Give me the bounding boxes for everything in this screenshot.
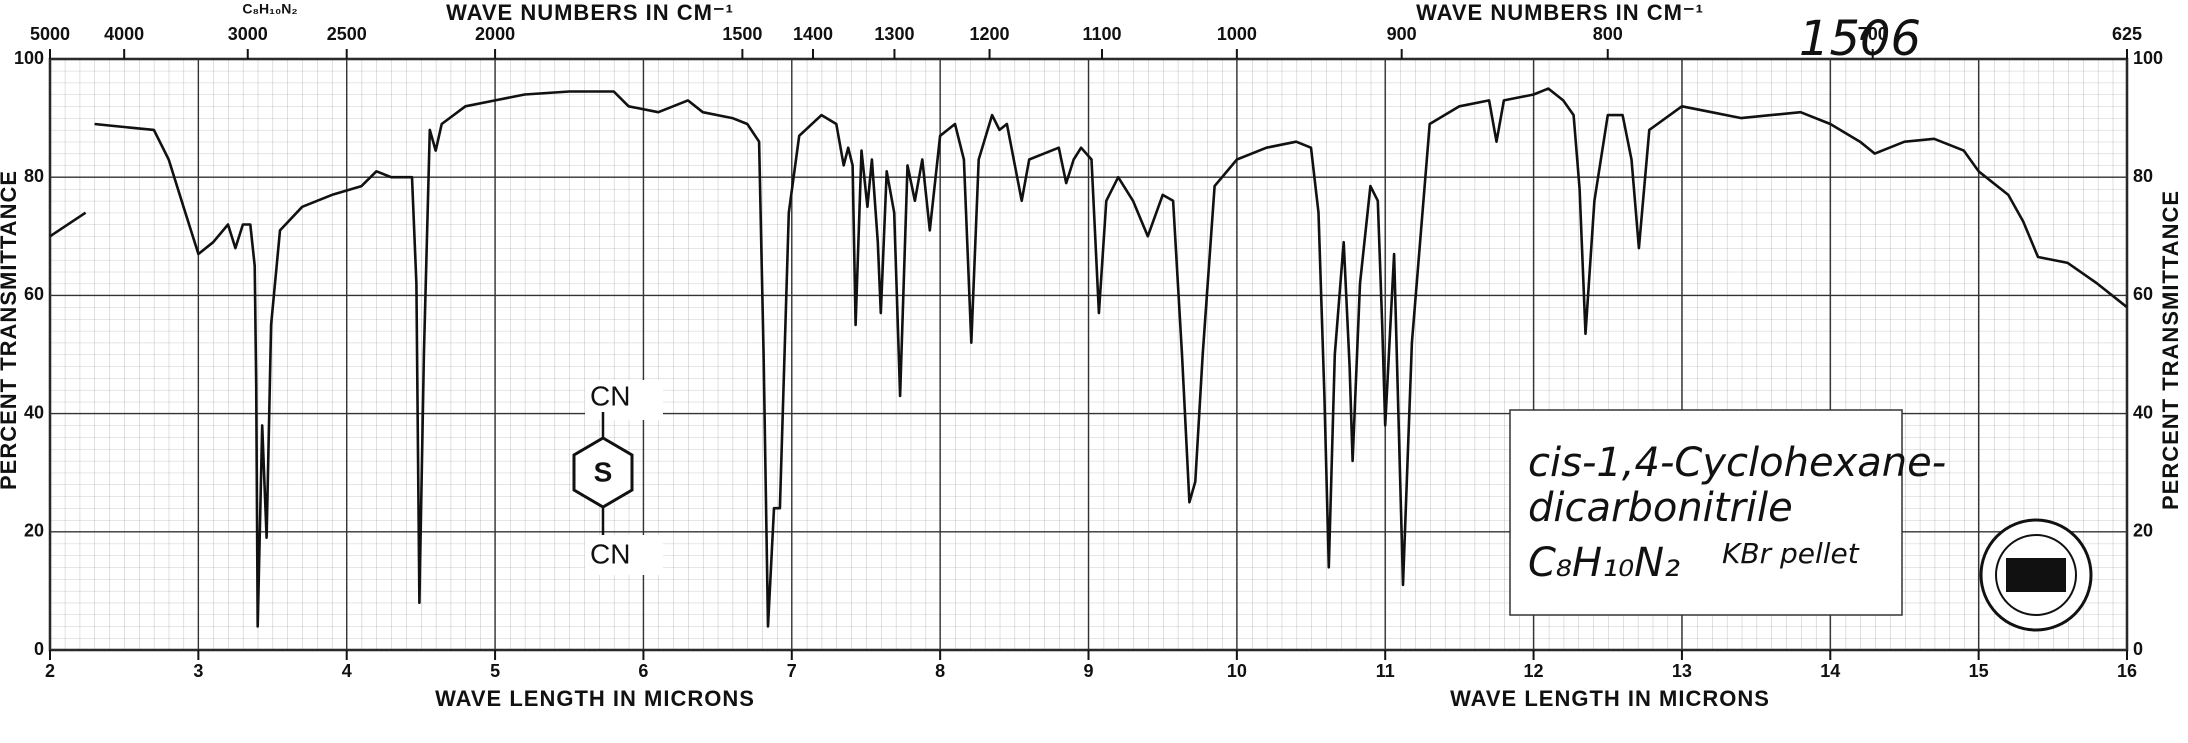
annotation-box: cis-1,4-Cyclohexane- dicarbonitrile C₈H₁… [1509,409,1946,616]
structure: CN S CN [572,380,663,575]
x-tick-label: 11 [1376,661,1395,681]
x2-tick-label: 5000 [30,24,70,44]
x-tick-label: 9 [1083,661,1093,681]
spectrum-number: 1506 [1799,11,1921,67]
x2-tick-label: 2500 [327,24,367,44]
annotation: cis-1,4-Cyclohexane- [1528,440,1946,486]
y-axis-label: PERCENT TRANSMITTANCE [2158,190,2183,510]
x2-tick-label: 900 [1387,24,1417,44]
x-tick-label: 12 [1524,661,1544,681]
x2-tick-label: 800 [1593,24,1623,44]
y-tick-label: 80 [2133,166,2153,186]
label-bg [585,380,663,420]
x-axis-label: WAVE LENGTH IN MICRONS [1450,686,1770,711]
x2-tick-label: 4000 [104,24,144,44]
y-tick-label: 60 [2133,284,2153,304]
x2-axis-label: WAVE NUMBERS IN CM⁻¹ [1416,0,1704,25]
logo-mark [2006,558,2066,592]
logo [1979,518,2093,632]
structure-label: CN [590,538,630,569]
x2-tick-label: 1400 [793,24,833,44]
annotation: dicarbonitrile [1528,485,1793,531]
y-tick-label: 100 [14,48,44,68]
y-tick-label: 0 [34,639,44,659]
x2-tick-label: 1000 [1217,24,1257,44]
x2-tick-label: 625 [2112,24,2142,44]
label-bg [585,535,663,575]
x2-tick-label: 1100 [1082,24,1121,44]
y-tick-label: 80 [24,166,44,186]
x-tick-label: 6 [638,661,648,681]
x-tick-label: 13 [1672,661,1692,681]
x-tick-label: 7 [787,661,797,681]
y-axis-label: PERCENT TRANSMITTANCE [0,170,21,490]
x2-tick-label: 1500 [722,24,762,44]
annotation: KBr pellet [1722,537,1860,570]
y-tick-label: 20 [24,521,44,541]
x-tick-label: 4 [342,661,352,681]
y-tick-label: 60 [24,284,44,304]
x-tick-label: 3 [193,661,203,681]
x-tick-label: 10 [1227,661,1247,681]
axes: 0 0 20 20 40 40 60 60 80 80 100 100 2 3 4 5 6 7 8 9 10 11 12 13… [14,24,2163,681]
y-tick-label: 40 [2133,402,2153,422]
structure-label: S [594,456,613,487]
x-tick-label: 14 [1820,661,1840,681]
x-tick-label: 2 [45,661,55,681]
y-tick-label: 100 [2133,48,2163,68]
x2-tick-label: 1300 [874,24,914,44]
x-tick-label: 5 [490,661,500,681]
x2-tick-label: 3000 [228,24,268,44]
y-tick-label: 40 [24,402,44,422]
spectrum-line [49,87,2128,628]
x2-axis-label: WAVE NUMBERS IN CM⁻¹ [446,0,734,25]
y-tick-label: 20 [2133,521,2153,541]
x-tick-label: 8 [935,661,945,681]
x2-tick-label: 2000 [475,24,515,44]
formula-top: C₈H₁₀N₂ [242,1,297,17]
x-tick-label: 16 [2117,661,2137,681]
annotation-bg [1509,409,1903,616]
x2-tick-label: 1200 [970,24,1010,44]
structure-label: CN [590,380,630,411]
logo-ring [1995,534,2077,616]
x2-tick-label: 700 [1858,24,1888,44]
y-tick-label: 0 [2133,639,2143,659]
annotation: C₈H₁₀N₂ [1528,540,1680,586]
x-axis-label: WAVE LENGTH IN MICRONS [435,686,755,711]
x-tick-label: 15 [1969,661,1989,681]
